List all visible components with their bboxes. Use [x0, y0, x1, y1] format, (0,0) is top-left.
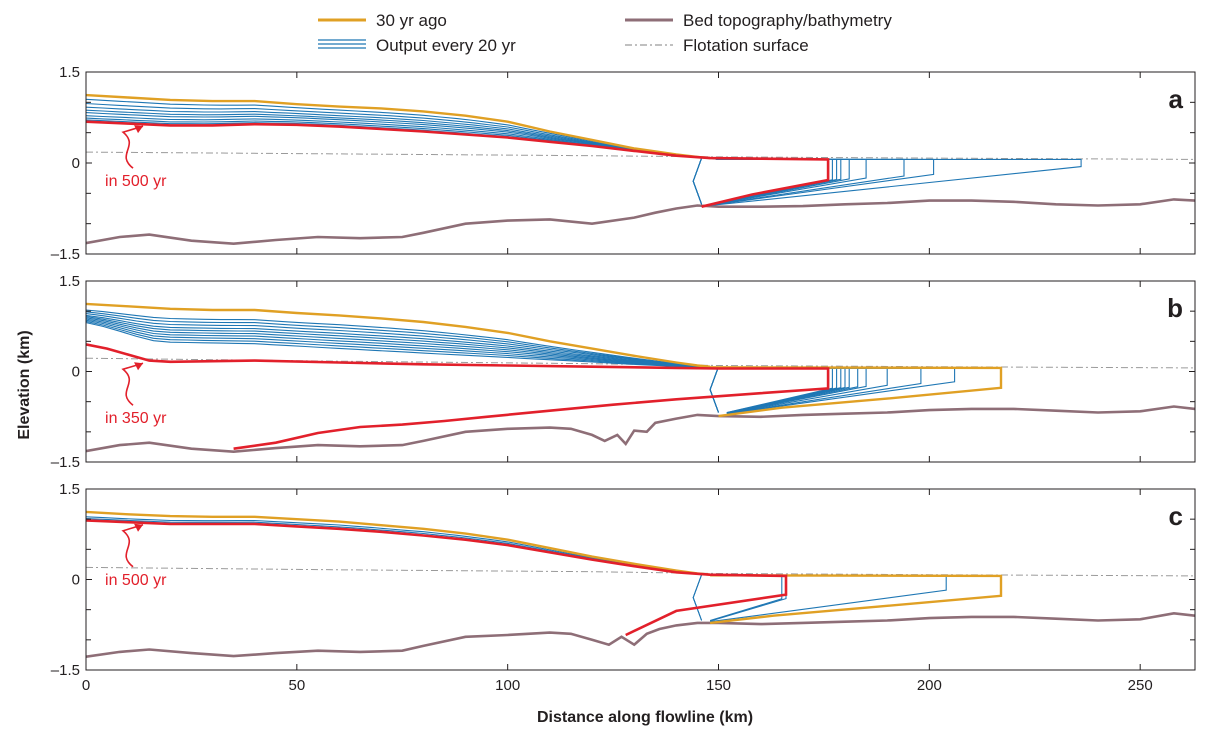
output-grounding-line: [692, 157, 703, 205]
x-tick-label: 0: [82, 677, 90, 694]
output-grounding-line: [692, 574, 703, 621]
output-line: [86, 518, 787, 622]
y-tick-label: 1.5: [59, 481, 80, 498]
plot-area: [86, 510, 1195, 658]
output-grounding-line: [709, 366, 719, 413]
output-grounding-line: [692, 157, 703, 205]
output-grounding-line: [692, 157, 703, 205]
plot-area: [86, 302, 1195, 454]
output-grounding-line: [709, 366, 719, 413]
output-line: [86, 102, 935, 206]
panel-b: –1.5 0 1.5 b in 350 yr: [51, 273, 1196, 471]
panel-letter: a: [1169, 84, 1184, 114]
annotation-arrowhead: [134, 125, 144, 134]
y-tick-label: –1.5: [51, 454, 80, 471]
initial-ice-shelf: [710, 366, 1003, 418]
annotation-arrowhead: [134, 523, 144, 532]
plot-area: [86, 93, 1195, 246]
output-grounding-line: [709, 366, 719, 413]
x-tick-label: 100: [495, 677, 520, 694]
annotation-label: in 350 yr: [105, 410, 167, 427]
output-grounding-line: [692, 574, 703, 621]
flotation-line: [86, 151, 1195, 160]
output-grounding-line: [709, 366, 719, 413]
annotation-label: in 500 yr: [105, 572, 167, 589]
initial-ice-shelf: [709, 574, 1003, 625]
output-grounding-line: [692, 157, 703, 205]
legend-label-flotation: Flotation surface: [683, 36, 809, 55]
output-grounding-line: [709, 366, 719, 413]
bed-line: [86, 198, 1195, 246]
output-line: [86, 98, 1082, 207]
legend-label-initial: 30 yr ago: [376, 11, 447, 30]
initial-surface: [86, 510, 711, 576]
annotation-arrow: [121, 524, 144, 568]
x-tick-label: 150: [706, 677, 731, 694]
output-grounding-line: [692, 157, 703, 205]
final-geometry: [86, 343, 830, 450]
final-geometry: [86, 519, 788, 637]
y-tick-label: 0: [72, 364, 80, 381]
output-grounding-line: [692, 157, 703, 205]
output-grounding-line: [692, 157, 703, 205]
panel-frame: [85, 280, 1196, 463]
y-tick-label: 0: [72, 155, 80, 172]
flotation-line: [86, 566, 1195, 577]
initial-surface: [86, 302, 711, 368]
panel-frame: [85, 71, 1196, 255]
output-line: [86, 516, 947, 623]
panel-letter: b: [1167, 293, 1183, 323]
panel-letter: c: [1169, 501, 1183, 531]
y-tick-label: 1.5: [59, 64, 80, 81]
legend-swatch-output: [318, 39, 366, 49]
initial-surface: [86, 93, 711, 160]
annotation-arrowhead: [134, 362, 144, 371]
output-grounding-line: [709, 366, 719, 413]
annotation-label: in 500 yr: [105, 173, 167, 190]
output-line: [86, 117, 838, 205]
panel-a: –1.5 0 1.5 a in 500 yr: [51, 64, 1196, 263]
annotation-arrow: [121, 125, 144, 169]
y-tick-label: –1.5: [51, 246, 80, 263]
x-tick-label: 250: [1128, 677, 1153, 694]
x-tick-label: 50: [288, 677, 305, 694]
final-geometry: [86, 120, 830, 208]
y-tick-label: 1.5: [59, 273, 80, 290]
annotation-arrow: [121, 362, 144, 406]
legend-label-output: Output every 20 yr: [376, 36, 516, 55]
output-line: [86, 119, 833, 205]
legend: 30 yr ago Output every 20 yr Bed topogra…: [318, 11, 892, 55]
y-tick-label: 0: [72, 572, 80, 589]
output-line: [86, 115, 842, 206]
output-grounding-line: [692, 574, 703, 621]
x-tick-label: 200: [917, 677, 942, 694]
output-grounding-line: [709, 366, 719, 413]
bed-line: [86, 405, 1195, 454]
output-grounding-line: [709, 366, 719, 413]
y-axis-title: Elevation (km): [16, 330, 33, 439]
bed-line: [86, 611, 1195, 658]
output-grounding-line: [709, 366, 719, 413]
legend-label-bed: Bed topography/bathymetry: [683, 11, 892, 30]
output-line: [86, 322, 833, 414]
x-axis-title: Distance along flowline (km): [537, 709, 753, 726]
y-tick-label: –1.5: [51, 662, 80, 679]
output-grounding-line: [692, 157, 703, 205]
output-grounding-line: [709, 366, 719, 413]
